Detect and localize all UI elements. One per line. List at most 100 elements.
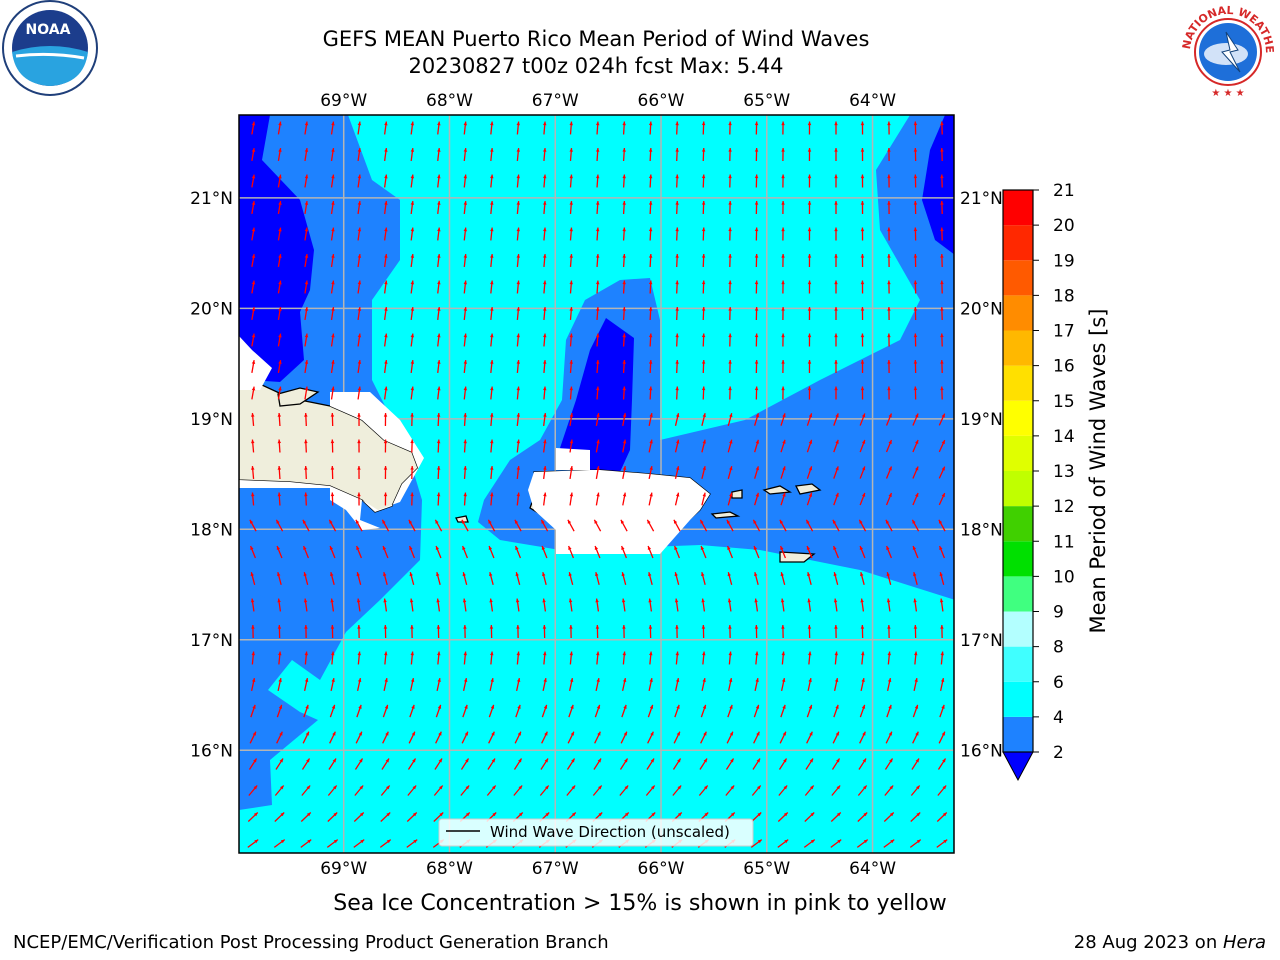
arrow-icon [648, 413, 653, 426]
arrow-icon [277, 227, 282, 241]
arrow-icon [807, 147, 812, 162]
arrow-icon [885, 492, 893, 506]
arrow-icon [646, 519, 655, 532]
lat-label: 20°N [960, 299, 1003, 319]
arrow-icon [648, 121, 653, 135]
arrow-icon [353, 839, 365, 848]
arrow-icon [383, 333, 388, 347]
arrow-icon [435, 731, 442, 744]
arrow-icon [247, 839, 259, 848]
arrow-icon [490, 174, 494, 188]
arrow-icon [516, 386, 521, 400]
footer-host: Hera [1222, 932, 1266, 953]
arrow-icon [675, 386, 679, 400]
arrow-icon [751, 785, 762, 796]
map-legend: Wind Wave Direction (unscaled) [438, 818, 754, 847]
arrow-icon [516, 147, 521, 162]
arrow-icon [727, 466, 733, 479]
arrow-icon [383, 147, 388, 162]
arrow-icon [674, 572, 680, 585]
arrow-icon [487, 519, 496, 532]
arrow-icon [303, 572, 309, 585]
arrow-icon [936, 812, 948, 822]
arrow-icon [780, 413, 786, 426]
arrow-icon [753, 704, 760, 718]
arrow-icon [408, 731, 416, 744]
arrow-icon [437, 121, 441, 135]
arrow-icon [595, 465, 600, 480]
arrow-icon [886, 704, 892, 718]
arrow-icon [806, 545, 813, 559]
arrow-icon [940, 227, 944, 241]
arrow-icon [648, 200, 653, 215]
arrow-icon [247, 812, 259, 822]
arrow-icon [701, 253, 706, 268]
colorbar-tick-label: 14 [1053, 427, 1075, 447]
arrow-icon [885, 519, 893, 532]
arrow-icon [858, 519, 867, 532]
lat-label: 16°N [190, 741, 233, 761]
arrow-icon [622, 121, 626, 135]
colorbar-tick-label: 13 [1053, 462, 1075, 482]
arrow-icon [622, 386, 626, 400]
arrow-icon [833, 413, 839, 426]
arrow-icon [251, 624, 255, 639]
lon-label: 64°W [849, 91, 896, 111]
arrow-icon [781, 200, 785, 215]
arrow-icon [887, 200, 891, 215]
arrow-icon [646, 758, 655, 770]
arrow-icon [781, 359, 785, 374]
arrow-icon [461, 519, 469, 532]
arrow-icon [728, 386, 732, 400]
colorbar-segment [1003, 471, 1033, 507]
arrow-icon [436, 624, 441, 639]
arrow-icon [913, 572, 918, 585]
arrow-icon [807, 598, 812, 612]
arrow-icon [834, 624, 838, 639]
arrow-icon [701, 413, 706, 426]
arrow-icon [860, 227, 865, 241]
arrow-icon [277, 147, 282, 162]
lat-label: 18°N [190, 520, 233, 540]
arrow-icon [410, 386, 415, 400]
arrow-icon [516, 333, 521, 347]
arrow-icon [542, 572, 547, 585]
lon-label: 65°W [743, 91, 790, 111]
colorbar-segment [1003, 190, 1033, 226]
arrow-icon [488, 731, 495, 744]
arrow-icon [357, 359, 362, 374]
nws-logo-icon: NATIONAL WEATHER SERVICE ★ ★ ★ [1176, 0, 1276, 99]
arrow-icon [804, 812, 815, 822]
arrow-icon [701, 200, 706, 215]
arrow-icon [410, 227, 415, 241]
arrow-icon [701, 121, 706, 135]
arrow-icon [701, 492, 706, 506]
arrow-icon [542, 678, 547, 691]
arrow-icon [647, 704, 654, 718]
arrow-icon [701, 359, 706, 374]
arrow-icon [593, 758, 602, 770]
arrow-icon [463, 227, 468, 241]
arrow-icon [516, 253, 521, 268]
arrow-icon [856, 839, 869, 848]
arrow-icon [913, 147, 918, 162]
arrow-icon [595, 200, 600, 215]
arrow-icon [277, 306, 282, 321]
arrow-icon [434, 519, 443, 532]
arrow-icon [834, 359, 838, 374]
arrow-icon [754, 466, 759, 479]
lat-label: 21°N [190, 189, 233, 209]
arrow-icon [383, 306, 388, 321]
arrow-icon [777, 812, 789, 822]
arrow-icon [302, 519, 310, 532]
arrow-icon [754, 174, 759, 188]
arrow-icon [569, 280, 573, 294]
arrow-icon [648, 386, 653, 400]
arrow-icon [648, 147, 653, 162]
arrow-icon [595, 147, 600, 162]
arrow-icon [752, 758, 761, 770]
arrow-icon [940, 147, 944, 162]
arrow-icon [356, 678, 362, 691]
arrow-icon [436, 678, 441, 691]
arrow-icon [833, 598, 838, 612]
